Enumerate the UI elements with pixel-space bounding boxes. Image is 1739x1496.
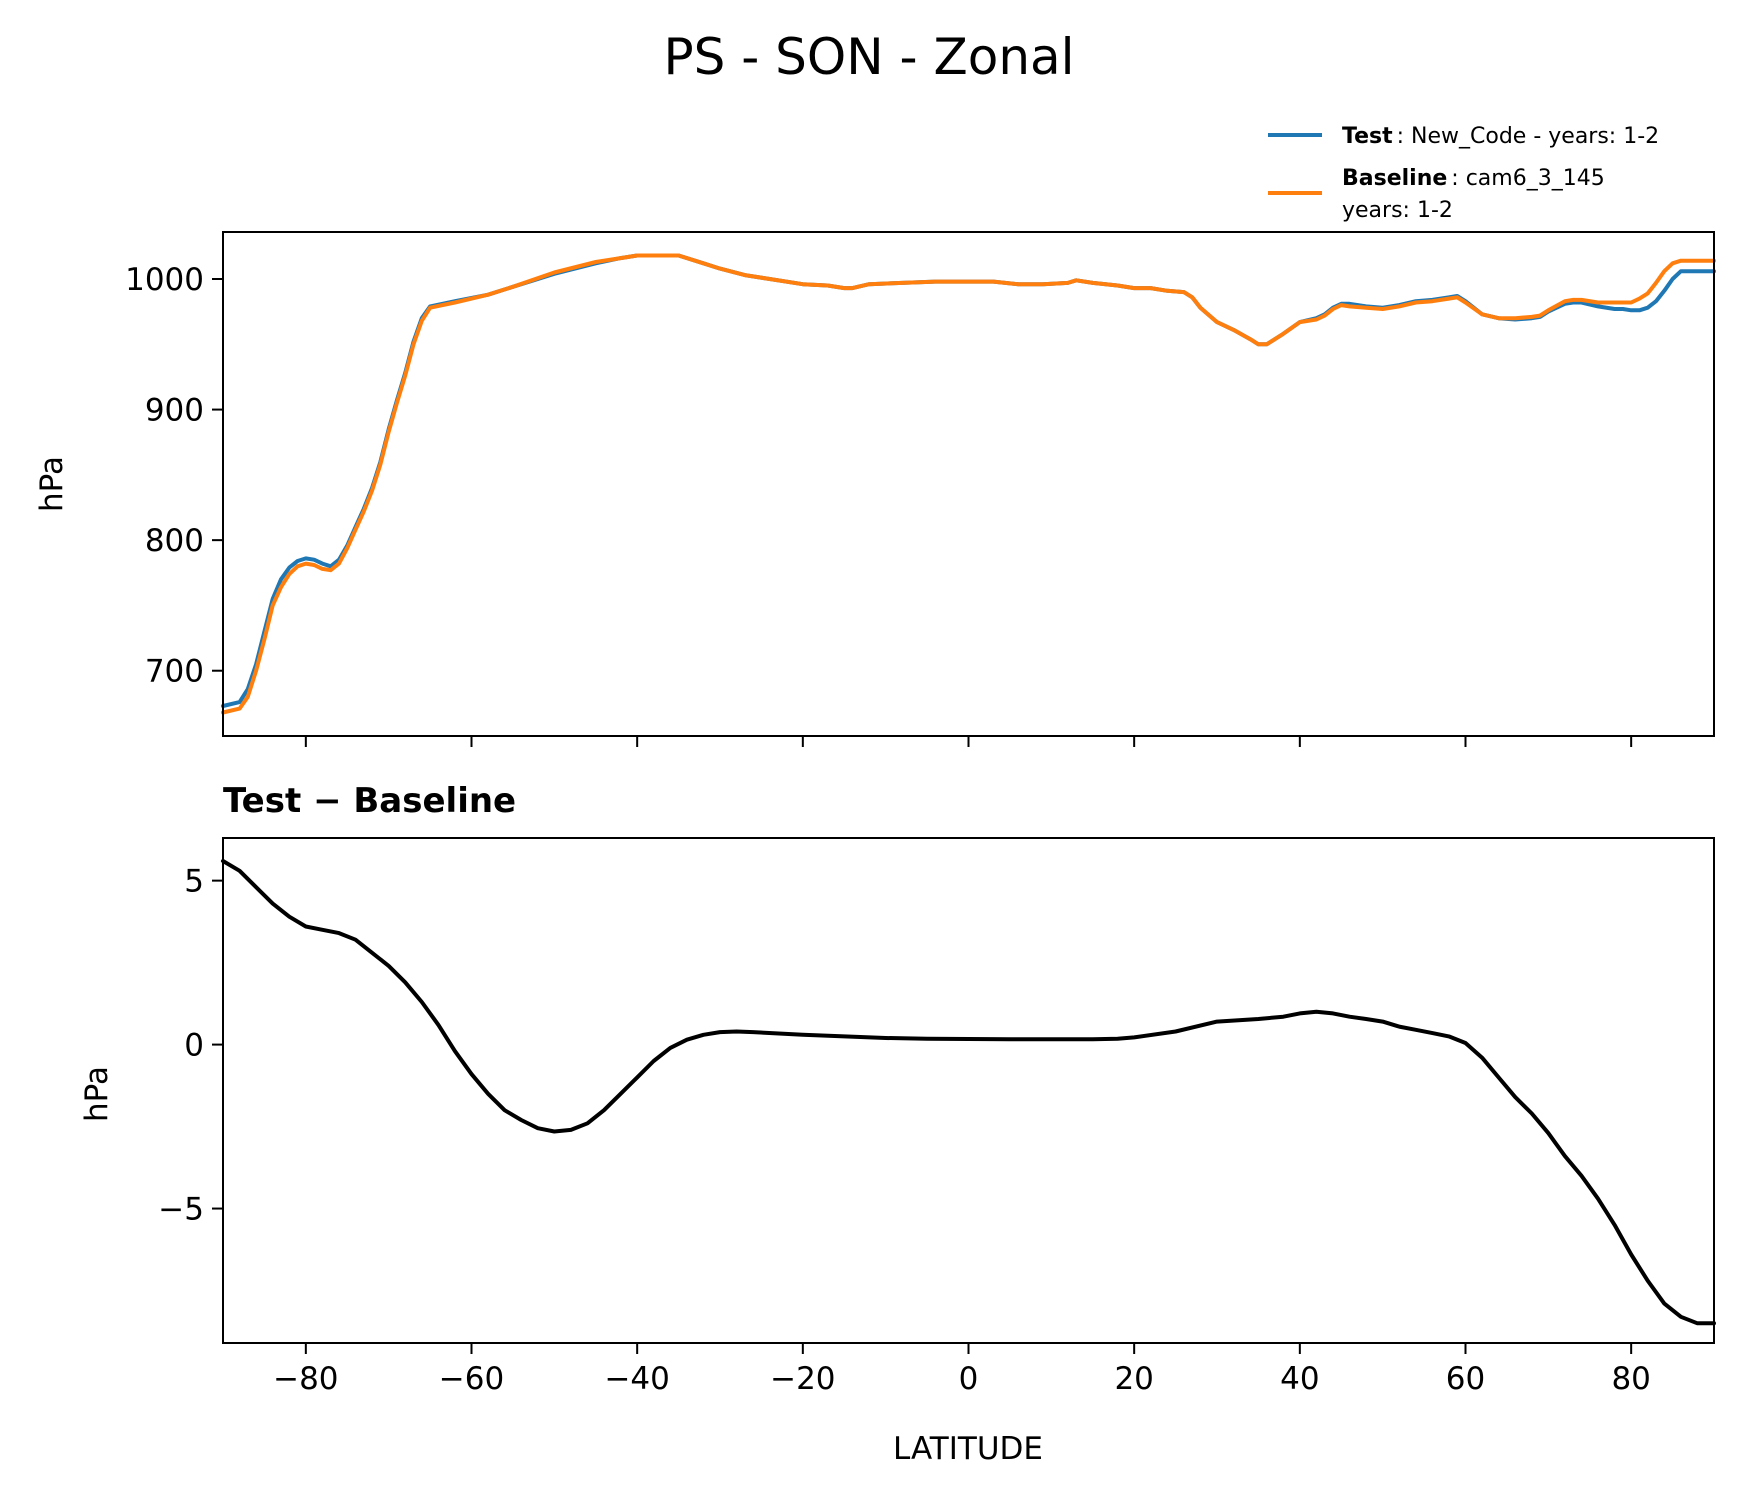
figure-title: PS - SON - Zonal — [663, 28, 1074, 86]
top-x-ticks — [304, 736, 1633, 747]
bottom-y-tick-label: 5 — [184, 864, 204, 900]
legend: Test: New_Code - years: 1-2 Baseline: ca… — [1268, 124, 1659, 223]
bottom-x-tick-label: 0 — [959, 1361, 979, 1397]
top-series-line-baseline — [221, 253, 1716, 715]
bottom-x-axis-label: LATITUDE — [893, 1431, 1043, 1467]
legend-baseline-desc-line2: years: 1-2 — [1342, 198, 1453, 223]
top-y-axis-label: hPa — [34, 456, 70, 512]
legend-baseline-label: Baseline: cam6_3_145 — [1342, 166, 1605, 191]
bottom-series-lines — [221, 859, 1716, 1326]
bottom-y-tick-label: −5 — [158, 1192, 204, 1228]
top-y-tick-label: 700 — [145, 654, 204, 690]
bottom-x-tick-label: −20 — [770, 1361, 835, 1397]
legend-test-label: Test: New_Code - years: 1-2 — [1342, 124, 1659, 149]
legend-baseline-desc: : cam6_3_145 — [1451, 166, 1604, 191]
bottom-x-ticks: −80 −60 −40 −20 0 20 40 60 80 — [273, 1343, 1651, 1397]
bottom-x-tick-label: −80 — [273, 1361, 338, 1397]
bottom-y-tick-label: 0 — [184, 1028, 204, 1064]
top-y-tick-label: 900 — [145, 393, 204, 429]
legend-test-name: Test — [1342, 124, 1393, 149]
bottom-x-tick-label: 60 — [1446, 1361, 1485, 1397]
bottom-x-tick-label: 40 — [1280, 1361, 1319, 1397]
legend-baseline-name: Baseline — [1342, 166, 1447, 191]
bottom-axes-title: Test − Baseline — [223, 781, 516, 821]
top-y-tick-label: 800 — [145, 523, 204, 559]
top-series-lines — [221, 253, 1716, 715]
bottom-series-line-test-baseline — [221, 859, 1716, 1326]
top-y-ticks: 700 800 900 1000 — [125, 262, 223, 690]
legend-test-desc: : New_Code - years: 1-2 — [1397, 124, 1660, 149]
bottom-x-tick-label: 80 — [1611, 1361, 1650, 1397]
bottom-x-tick-label: −40 — [604, 1361, 669, 1397]
bottom-x-tick-label: −60 — [439, 1361, 504, 1397]
bottom-axes: Test − Baseline −5 0 5 −80 −60 −40 −20 0 20 40 60… — [79, 781, 1716, 1467]
bottom-y-ticks: −5 0 5 — [158, 864, 223, 1228]
bottom-y-axis-label: hPa — [79, 1066, 115, 1122]
bottom-x-tick-label: 20 — [1114, 1361, 1153, 1397]
top-axes: 700 800 900 1000 hPa — [34, 231, 1716, 747]
top-y-tick-label: 1000 — [125, 262, 204, 298]
